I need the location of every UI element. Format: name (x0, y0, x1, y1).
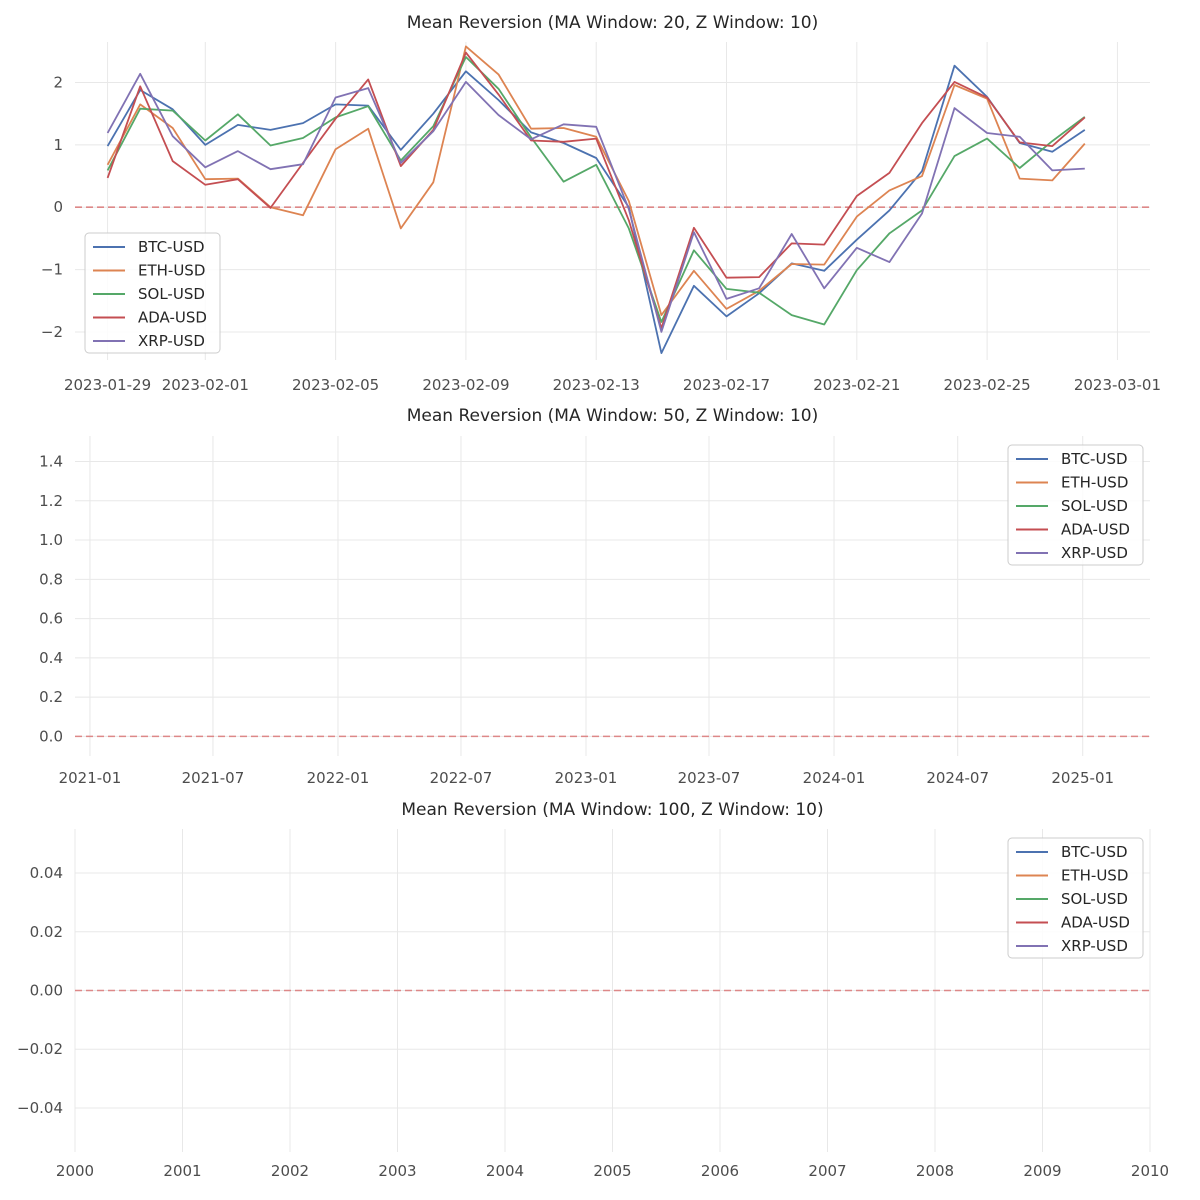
y-tick-label: 0.0 (39, 727, 63, 745)
x-tick-label: 2023-02-13 (553, 376, 640, 394)
x-tick-label: 2024-01 (803, 769, 866, 787)
legend-label: ADA-USD (1061, 914, 1130, 932)
legend: BTC-USD ETH-USD SOL-USD ADA-USD XRP-USD (84, 232, 221, 354)
x-tick-label: 2023-02-05 (292, 376, 379, 394)
legend-label: XRP-USD (138, 332, 205, 350)
x-tick-label: 2023-01-29 (64, 376, 151, 394)
x-tick-label: 2009 (1023, 1162, 1061, 1180)
x-tick-label: 2023-02-25 (944, 376, 1031, 394)
x-tick-label: 2001 (163, 1162, 201, 1180)
x-tick-label: 2025-01 (1051, 769, 1114, 787)
legend-label: XRP-USD (1061, 544, 1128, 562)
x-tick-label: 2010 (1131, 1162, 1169, 1180)
x-tick-label: 2006 (701, 1162, 739, 1180)
y-tick-label: 1 (53, 136, 63, 154)
x-tick-label: 2007 (808, 1162, 846, 1180)
legend-frame (84, 232, 221, 354)
chart-title: Mean Reversion (MA Window: 50, Z Window:… (407, 406, 818, 426)
legend-label: ADA-USD (138, 309, 207, 327)
legend-label: ETH-USD (1061, 474, 1128, 492)
x-tick-label: 2022-01 (307, 769, 370, 787)
y-tick-label: 0.00 (30, 982, 63, 1000)
y-tick-label: 0.2 (39, 688, 63, 706)
y-tick-label: −1 (41, 261, 63, 279)
y-tick-label: −2 (41, 323, 63, 341)
y-tick-label: 0.6 (39, 610, 63, 628)
series-line-btc-usd (106, 64, 1086, 355)
legend: BTC-USD ETH-USD SOL-USD ADA-USD XRP-USD (1007, 837, 1144, 959)
legend-label: XRP-USD (1061, 937, 1128, 955)
series-line-xrp-usd (106, 72, 1085, 333)
x-tick-label: 2000 (56, 1162, 94, 1180)
x-tick-label: 2023-01 (555, 769, 618, 787)
y-tick-label: 1.0 (39, 531, 63, 549)
x-tick-label: 2023-07 (678, 769, 741, 787)
y-tick-label: −0.04 (17, 1099, 63, 1117)
x-tick-label: 2023-02-01 (162, 376, 249, 394)
y-tick-label: 0.4 (39, 649, 63, 667)
legend-frame (1007, 837, 1144, 959)
x-tick-label: 2021-01 (59, 769, 122, 787)
legend-label: ADA-USD (1061, 521, 1130, 539)
y-tick-label: 1.2 (39, 492, 63, 510)
x-tick-label: 2002 (271, 1162, 309, 1180)
y-tick-label: 0.8 (39, 570, 63, 588)
series-line-sol-usd (106, 56, 1086, 326)
x-tick-label: 2023-02-21 (813, 376, 900, 394)
x-tick-label: 2008 (916, 1162, 954, 1180)
chart-panel-1: Mean Reversion (MA Window: 20, Z Window:… (41, 13, 1161, 394)
x-tick-label: 2024-07 (926, 769, 989, 787)
legend: BTC-USD ETH-USD SOL-USD ADA-USD XRP-USD (1007, 444, 1144, 566)
legend-label: ETH-USD (138, 262, 205, 280)
y-tick-label: −0.02 (17, 1040, 63, 1058)
chart-title: Mean Reversion (MA Window: 100, Z Window… (401, 800, 823, 820)
y-tick-label: 1.4 (39, 453, 63, 471)
legend-frame (1007, 444, 1144, 566)
legend-label: BTC-USD (1061, 843, 1128, 861)
y-tick-label: 2 (53, 74, 63, 92)
x-tick-label: 2005 (593, 1162, 631, 1180)
legend-label: BTC-USD (138, 238, 205, 256)
x-tick-label: 2021-07 (182, 769, 245, 787)
chart-panel-2: Mean Reversion (MA Window: 50, Z Window:… (39, 406, 1150, 787)
legend-label: SOL-USD (1061, 497, 1128, 515)
x-tick-label: 2023-03-01 (1074, 376, 1161, 394)
chart-title: Mean Reversion (MA Window: 20, Z Window:… (407, 13, 818, 33)
x-tick-label: 2003 (378, 1162, 416, 1180)
y-tick-label: 0.02 (30, 923, 63, 941)
y-tick-label: 0.04 (30, 864, 63, 882)
series-line-ada-usd (106, 51, 1086, 330)
legend-label: SOL-USD (1061, 890, 1128, 908)
legend-label: ETH-USD (1061, 867, 1128, 885)
x-tick-label: 2004 (486, 1162, 524, 1180)
x-tick-label: 2023-02-09 (422, 376, 509, 394)
chart-panel-3: Mean Reversion (MA Window: 100, Z Window… (17, 800, 1169, 1180)
x-tick-label: 2022-07 (430, 769, 493, 787)
y-tick-label: 0 (53, 198, 63, 216)
legend-label: BTC-USD (1061, 450, 1128, 468)
x-tick-label: 2023-02-17 (683, 376, 770, 394)
legend-label: SOL-USD (138, 285, 205, 303)
